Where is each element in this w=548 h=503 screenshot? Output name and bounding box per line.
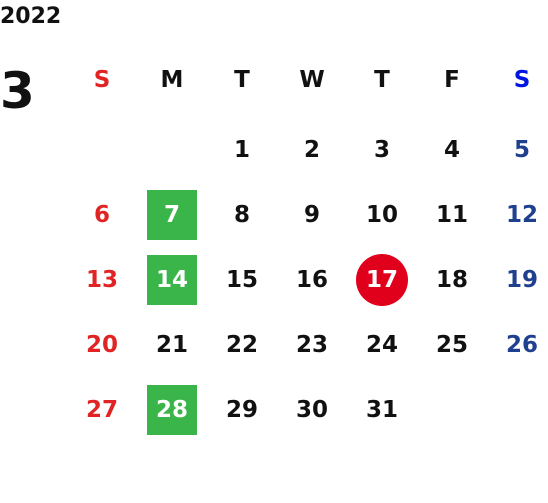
day: 13 [85, 267, 118, 293]
day: 21 [155, 332, 188, 358]
day: 30 [295, 397, 328, 423]
day: 18 [435, 267, 468, 293]
day: 22 [225, 332, 258, 358]
weekday-header: F [444, 67, 460, 93]
day: 19 [505, 267, 538, 293]
day: 12 [505, 202, 538, 228]
weekday-header: T [234, 67, 250, 93]
day: 1 [233, 137, 250, 163]
day: 5 [513, 137, 530, 163]
day: 29 [225, 397, 258, 423]
day: 23 [295, 332, 328, 358]
day-square: 28 [147, 385, 197, 435]
month: 3 [0, 62, 35, 120]
day: 15 [225, 267, 258, 293]
day: 26 [505, 332, 538, 358]
weekday-header: T [374, 67, 390, 93]
day: 25 [435, 332, 468, 358]
day-circle: 17 [356, 254, 408, 306]
year: 2022 [0, 4, 62, 29]
day: 8 [233, 202, 250, 228]
day: 24 [365, 332, 398, 358]
day: 3 [373, 137, 390, 163]
day: 11 [435, 202, 468, 228]
day-square: 7 [147, 190, 197, 240]
day: 31 [365, 397, 398, 423]
weekday-header: S [93, 67, 111, 93]
weekday-header: W [299, 67, 325, 93]
day: 27 [85, 397, 118, 423]
day: 16 [295, 267, 328, 293]
day-square: 14 [147, 255, 197, 305]
weekday-header: S [513, 67, 531, 93]
day: 4 [443, 137, 460, 163]
day: 9 [303, 202, 320, 228]
weekday-header: M [160, 67, 184, 93]
day: 6 [93, 202, 110, 228]
day: 10 [365, 202, 398, 228]
day: 2 [303, 137, 320, 163]
day: 20 [85, 332, 118, 358]
